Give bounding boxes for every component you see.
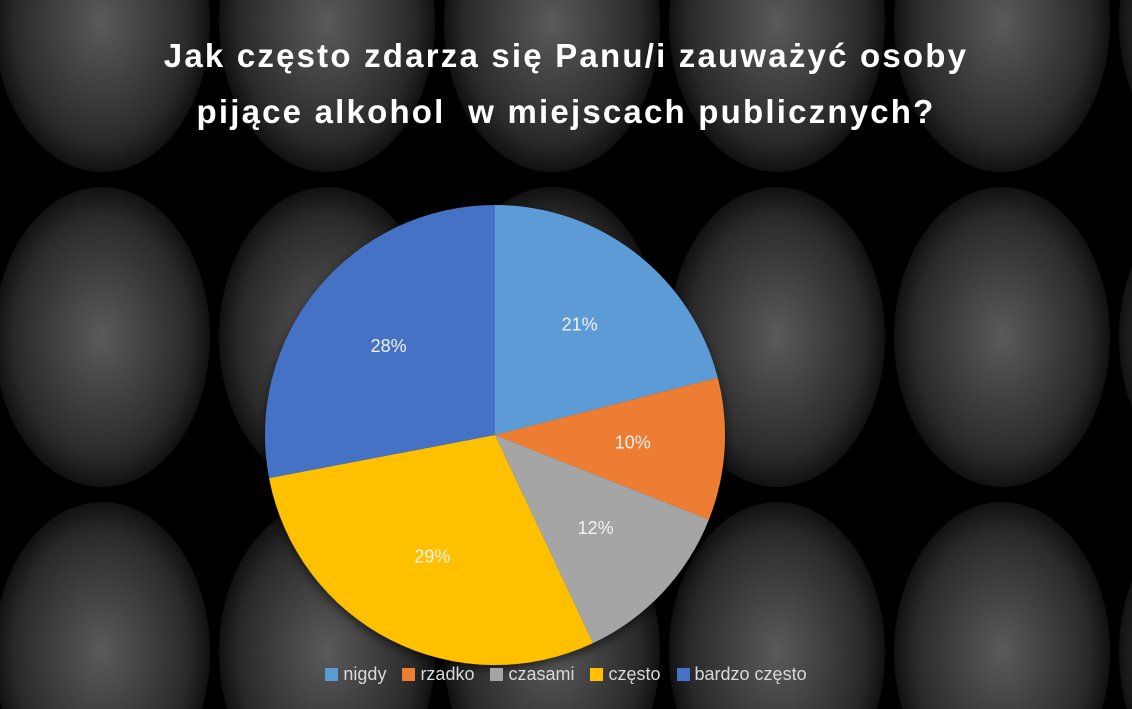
legend-label: nigdy <box>343 664 387 684</box>
pie-slice <box>495 435 709 644</box>
legend: nigdy rzadko czasami często bardzo często <box>0 664 1132 685</box>
data-label: 28% <box>371 336 407 356</box>
data-label: 29% <box>414 547 450 567</box>
legend-swatch <box>676 668 690 681</box>
legend-item: czasami <box>490 664 574 685</box>
pie-slice <box>265 205 495 479</box>
legend-label: czasami <box>508 664 575 684</box>
legend-label: rzadko <box>420 664 475 684</box>
pie-slice <box>495 377 725 520</box>
data-label: 12% <box>578 518 614 538</box>
pie-slice <box>269 435 593 666</box>
data-labels: 21% 10% 12% 29% 28% <box>371 315 651 567</box>
legend-swatch <box>490 668 504 681</box>
legend-item: rzadko <box>402 664 474 685</box>
legend-item: bardzo często <box>676 664 807 685</box>
legend-label: często <box>608 664 661 684</box>
pie-slice <box>495 205 718 435</box>
legend-swatch <box>590 668 604 681</box>
pie <box>265 205 725 666</box>
data-label: 10% <box>615 432 651 452</box>
legend-swatch <box>402 668 416 681</box>
legend-item: nigdy <box>325 664 386 685</box>
legend-item: często <box>590 664 661 685</box>
chart-title: Jak często zdarza się Panu/i zauważyć os… <box>163 37 980 130</box>
legend-swatch <box>325 668 339 681</box>
data-label: 21% <box>562 315 598 335</box>
legend-label: bardzo często <box>694 664 807 684</box>
